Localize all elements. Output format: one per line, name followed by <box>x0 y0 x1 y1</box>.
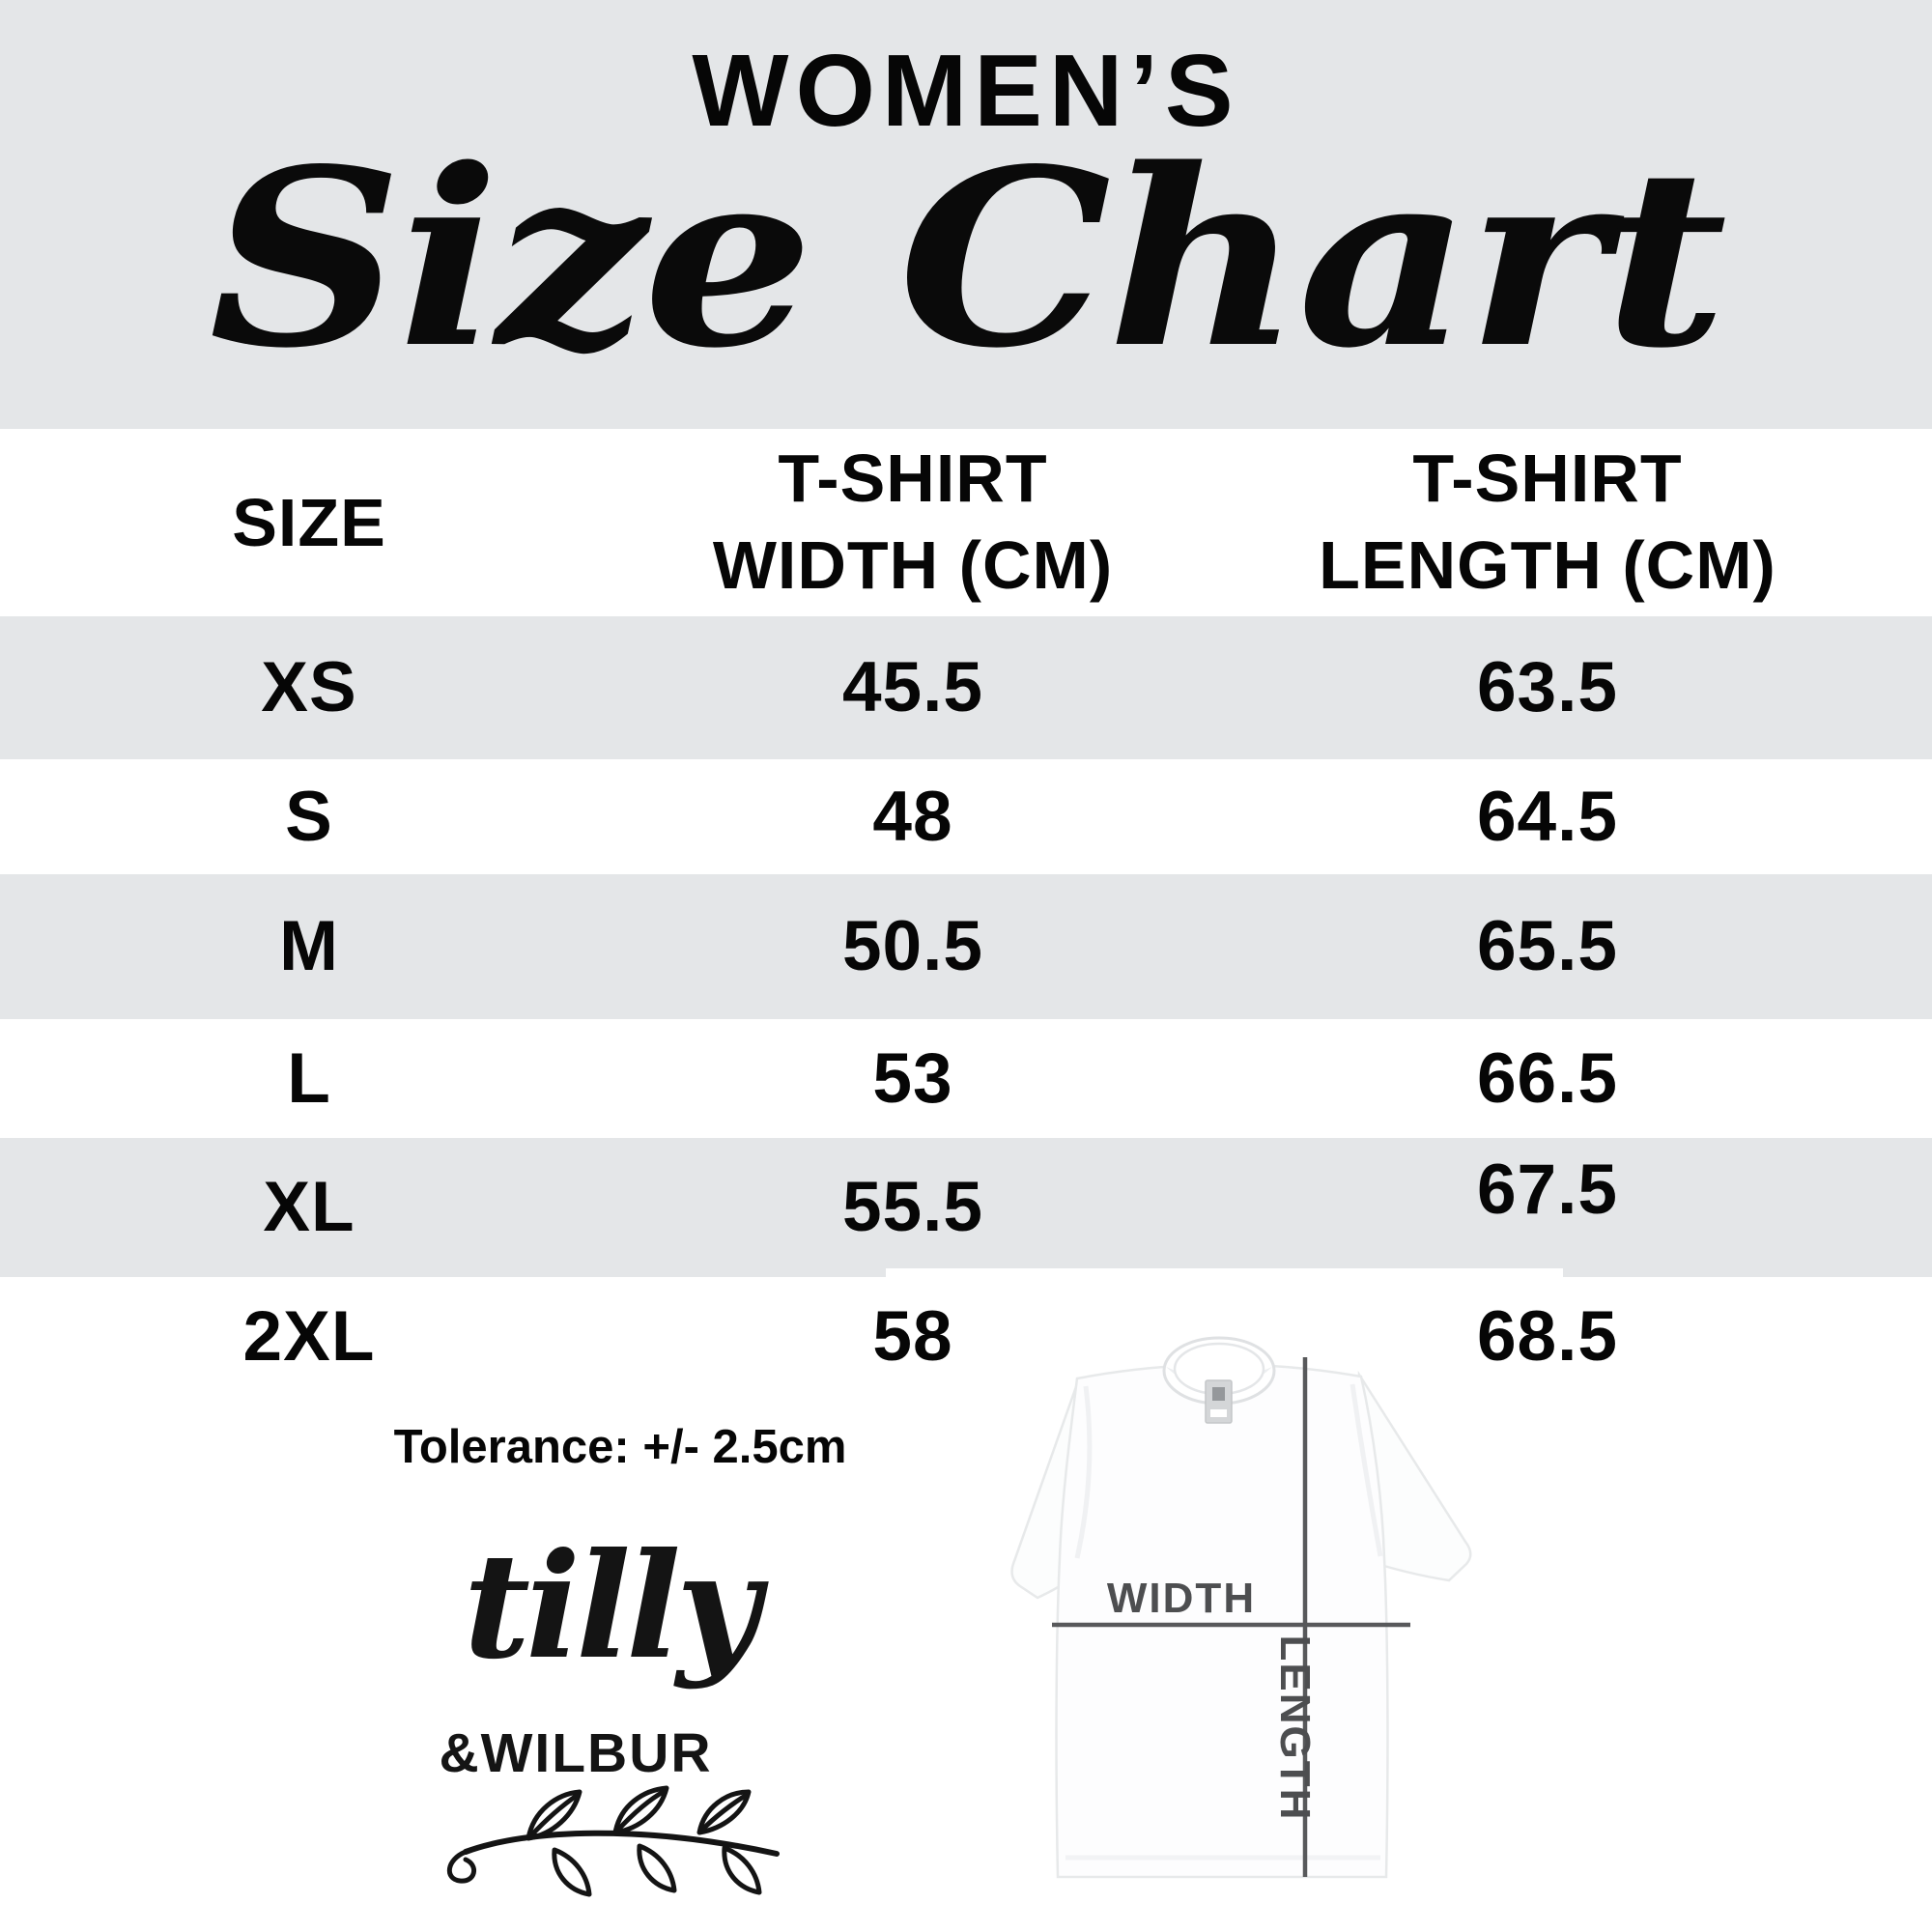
length-measure-label: LENGTH <box>1271 1635 1319 1822</box>
column-header-length-line2: LENGTH (CM) <box>1319 527 1776 603</box>
page-title: Size Chart <box>209 116 1727 402</box>
row-width-value: 45.5 <box>841 648 984 726</box>
row-width-value: 53 <box>872 1039 953 1118</box>
column-header-width-line2: WIDTH (CM) <box>712 527 1114 603</box>
column-header-size: SIZE <box>232 485 386 560</box>
row-length-value: 64.5 <box>1476 778 1619 856</box>
row-width-value: 48 <box>872 778 953 856</box>
row-size-label: 2XL <box>242 1297 376 1376</box>
row-band-xs <box>0 616 1932 759</box>
column-header-length: T-SHIRT LENGTH (CM) <box>1258 435 1837 609</box>
row-size-label: M <box>279 907 339 985</box>
row-length-value: 65.5 <box>1476 907 1619 985</box>
tshirt-right-seam <box>1350 1383 1383 1557</box>
header-kicker: WOMEN’S <box>692 34 1240 148</box>
column-header-length-line1: T-SHIRT <box>1412 440 1683 516</box>
row-length-value: 68.5 <box>1476 1297 1619 1376</box>
row-size-label: S <box>285 778 333 856</box>
tshirt-left-seam <box>1074 1385 1093 1559</box>
row-width-value: 58 <box>872 1297 953 1376</box>
tshirt-photo: WIDTH LENGTH <box>886 1268 1563 1932</box>
column-header-width: T-SHIRT WIDTH (CM) <box>623 435 1203 609</box>
column-header-width-line1: T-SHIRT <box>778 440 1048 516</box>
tshirt-neck-tag-logo <box>1212 1387 1225 1401</box>
brand-logo-script: tilly <box>463 1521 760 1691</box>
row-length-value: 67.5 <box>1476 1151 1619 1229</box>
row-length-value: 66.5 <box>1476 1039 1619 1118</box>
tshirt-diagram: WIDTH LENGTH <box>1010 1336 1472 1879</box>
brand-logo-branch-icon <box>437 1780 796 1906</box>
row-size-label: L <box>287 1039 331 1118</box>
tolerance-note: Tolerance: +/- 2.5cm <box>393 1421 847 1473</box>
brand-logo-caps: &WILBUR <box>439 1722 713 1784</box>
row-band-m <box>0 874 1932 1019</box>
row-size-label: XS <box>261 648 357 726</box>
row-length-value: 63.5 <box>1476 648 1619 726</box>
width-measure-label: WIDTH <box>1107 1575 1256 1622</box>
branch-curl <box>447 1849 476 1884</box>
branch-stem <box>463 1830 780 1857</box>
row-width-value: 55.5 <box>841 1168 984 1246</box>
header-band <box>0 0 1932 429</box>
row-band-xl <box>0 1138 1932 1277</box>
row-size-label: XL <box>263 1168 355 1246</box>
row-width-value: 50.5 <box>841 907 984 985</box>
tshirt-neck-tag-label <box>1210 1409 1227 1417</box>
